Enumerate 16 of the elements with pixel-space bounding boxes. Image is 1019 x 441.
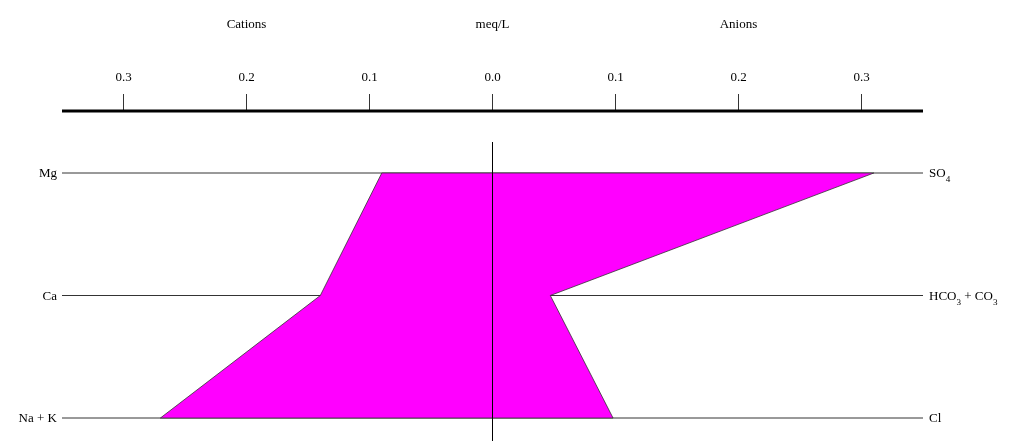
y-tick-label: Na + K — [18, 410, 58, 425]
y-tick-label: Ca — [42, 287, 58, 303]
y2-tick-label: Cl — [929, 410, 942, 425]
x-tick-label: 0.3 — [853, 69, 870, 84]
x-tick-label: 0.2 — [730, 69, 747, 84]
y2-tick-label: SO$_{4}$ — [929, 165, 951, 184]
text: Cations — [226, 16, 267, 31]
y2-tick-label: HCO$_{3}$ + CO$_{3}$ — [929, 287, 998, 307]
x-axis-title: meq/L — [475, 16, 510, 31]
x-tick-label: 0.1 — [361, 69, 378, 84]
x-tick-label: 0.1 — [607, 69, 624, 84]
text: Anions — [719, 16, 758, 31]
x-tick-label: 0.3 — [115, 69, 132, 84]
x-tick-label: 0.2 — [238, 69, 255, 84]
x-tick-label: 0.0 — [484, 69, 501, 84]
y-tick-label: Mg — [38, 165, 58, 180]
